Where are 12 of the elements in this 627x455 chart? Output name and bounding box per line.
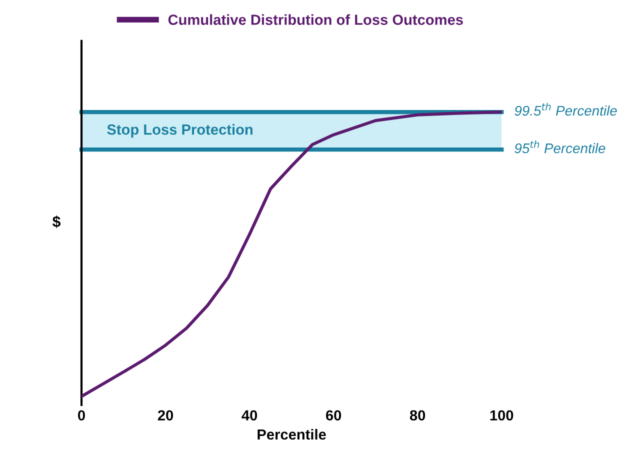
ref-line-label: 95$^{th}$ Percentile — [514, 140, 606, 154]
x-axis-title: Percentile — [258, 428, 326, 440]
x-tick-label: 20 — [158, 410, 174, 421]
x-tick-label: 80 — [410, 410, 426, 421]
x-tick-label: 60 — [326, 410, 342, 421]
x-tick-label: 0 — [78, 410, 85, 421]
legend-label: Cumulative Distribution of Loss Outcomes — [168, 14, 463, 25]
x-tick-label: 40 — [242, 410, 258, 421]
x-tick-label: 100 — [490, 410, 514, 421]
y-axis-title: $ — [52, 216, 61, 228]
band-label: Stop Loss Protection — [107, 124, 252, 138]
ref-line-label: 99.5$^{th}$ Percentile — [514, 102, 617, 116]
